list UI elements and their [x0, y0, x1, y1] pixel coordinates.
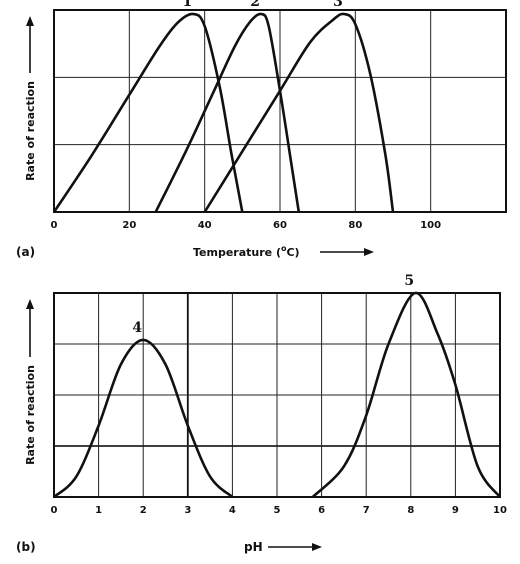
x-tick-label: 2 — [140, 505, 147, 516]
x-tick-label: 5 — [274, 505, 281, 516]
series-curve-5 — [311, 291, 502, 498]
x-tick-label: 4 — [229, 505, 236, 516]
series-label: 2 — [250, 0, 260, 10]
x-axis-label: pH — [244, 540, 263, 554]
x-tick-label: 80 — [348, 220, 362, 231]
series-label: 1 — [182, 0, 192, 10]
series-curve-1 — [52, 12, 244, 213]
x-tick-label: 6 — [318, 505, 325, 516]
x-axis-label: Temperature (oC) — [193, 244, 300, 259]
x-tick-label: 10 — [493, 505, 507, 516]
series-curve-2 — [154, 12, 301, 213]
x-tick-label: 60 — [273, 220, 287, 231]
series-label: 3 — [333, 0, 343, 10]
temperature-chart: 0 20 40 60 80 100 1 2 3 Rate of reaction (a) Temper… — [16, 0, 507, 259]
x-axis-arrow-head — [364, 248, 374, 256]
ph-chart: 0 1 2 3 4 5 6 7 8 9 10 4 5 Rate of reaction (b) pH — [16, 273, 507, 554]
x-tick-label: 8 — [407, 505, 414, 516]
x-tick-label: 20 — [122, 220, 136, 231]
x-tick-label: 7 — [363, 505, 370, 516]
y-axis-label: Rate of reaction — [24, 365, 37, 465]
x-tick-label: 1 — [95, 505, 102, 516]
plot-frame — [53, 9, 507, 213]
x-tick-label: 9 — [452, 505, 459, 516]
y-axis-arrow-head — [26, 299, 34, 309]
x-tick-label: 0 — [51, 505, 58, 516]
plot-frame — [53, 292, 501, 498]
x-tick-label: 100 — [420, 220, 441, 231]
panel-label: (a) — [16, 245, 35, 259]
x-tick-label: 3 — [184, 505, 191, 516]
series-label: 4 — [132, 320, 142, 336]
x-axis-arrow-head — [312, 543, 322, 551]
series-curve-4 — [53, 338, 234, 499]
x-tick-label: 40 — [198, 220, 212, 231]
y-axis-arrow-head — [26, 16, 34, 26]
series-curve-3 — [203, 12, 395, 213]
x-tick-label: 0 — [51, 220, 58, 231]
y-axis-label: Rate of reaction — [24, 81, 37, 181]
panel-label: (b) — [16, 540, 36, 554]
series-label: 5 — [404, 273, 414, 289]
